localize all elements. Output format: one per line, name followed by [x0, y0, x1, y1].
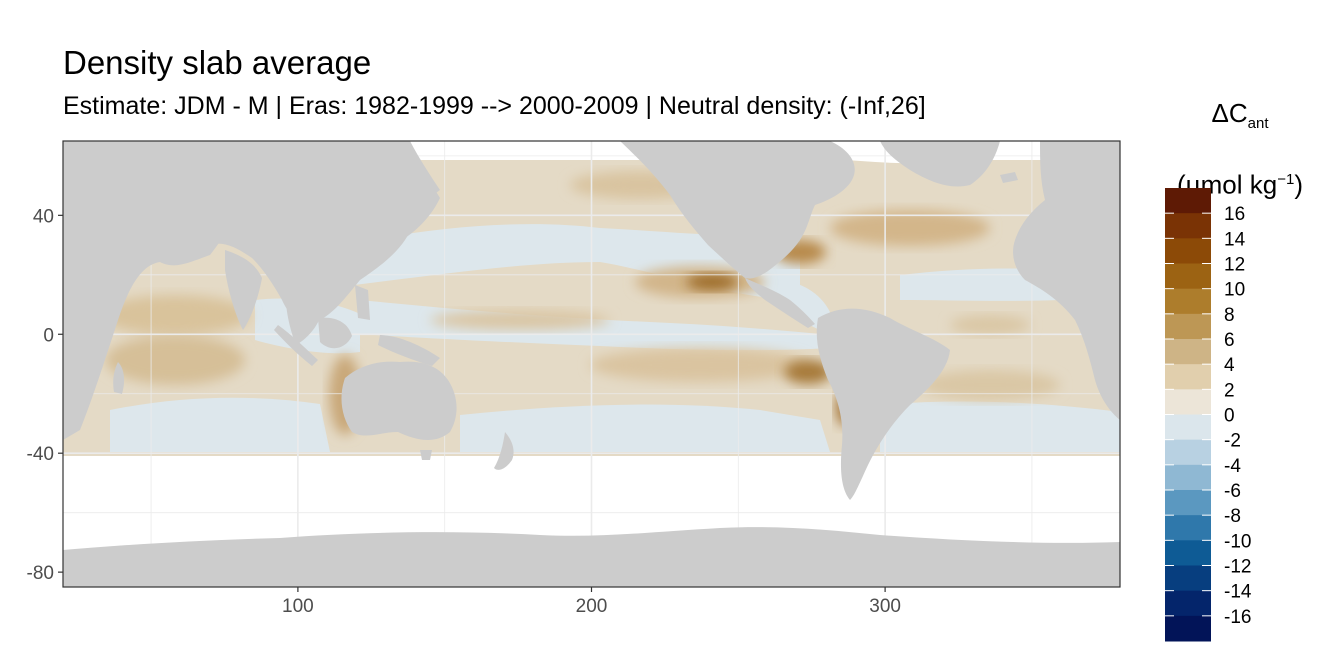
- land-madagascar: [113, 362, 125, 394]
- legend-title-unit: (µmol kg−1): [1177, 169, 1303, 200]
- east-atlantic-warm: [950, 315, 1030, 335]
- colorbar-swatch: [1165, 263, 1211, 290]
- central-america-blue: [780, 280, 830, 330]
- colorbar-swatch: [1165, 540, 1211, 566]
- colorbar-swatch: [1165, 565, 1211, 592]
- land-new-zealand: [494, 432, 514, 470]
- equator-band-warm: [430, 310, 610, 330]
- x-tick-label: 300: [869, 596, 901, 617]
- indian-ocean-warm: [105, 335, 245, 385]
- colorbar-swatch: [1165, 288, 1211, 315]
- colorbar-swatch: [1165, 490, 1211, 516]
- eastern-pacific-core: [686, 274, 738, 290]
- land-iceland: [1000, 172, 1018, 183]
- colorbar-swatch: [1165, 188, 1211, 214]
- colorbar-label: -6: [1224, 481, 1241, 502]
- colorbar-label: 12: [1224, 255, 1245, 276]
- y-tick-label: 0: [43, 325, 54, 346]
- land-africa-east: [63, 141, 255, 440]
- land-new-guinea: [378, 335, 440, 366]
- colorbar-swatch: [1165, 389, 1211, 415]
- land-central-america: [745, 278, 815, 328]
- map-content: [63, 141, 1120, 587]
- colorbar-swatch: [1165, 615, 1211, 642]
- land-sumatra: [274, 325, 318, 366]
- land-antarctica: [63, 527, 1120, 587]
- colorbar-label: 4: [1224, 355, 1235, 376]
- colorbar-label: -8: [1224, 506, 1241, 527]
- colorbar-label: 0: [1224, 406, 1235, 427]
- north-pacific-blue: [330, 224, 800, 300]
- land-india: [225, 250, 262, 330]
- colorbar-label: -16: [1224, 607, 1251, 628]
- chart-subtitle: Estimate: JDM - M | Eras: 1982-1999 --> …: [63, 92, 926, 120]
- south-pacific-warm: [590, 348, 810, 382]
- colorbar-label: 16: [1224, 204, 1245, 225]
- colorbar-label: -2: [1224, 431, 1241, 452]
- colorbar-label: 8: [1224, 305, 1235, 326]
- colorbar-label: 14: [1224, 229, 1246, 250]
- land-south-america: [816, 308, 950, 500]
- land-tasmania: [420, 450, 432, 460]
- peru-warm: [784, 360, 832, 384]
- colorbar-swatch: [1165, 364, 1211, 390]
- south-atlantic-blue: [880, 401, 1120, 452]
- colorbar-swatch: [1165, 313, 1211, 340]
- land-japan: [395, 190, 440, 240]
- x-tick-label: 200: [576, 596, 608, 617]
- colorbar-swatch: [1165, 339, 1211, 365]
- south-atlantic-warm: [920, 370, 1060, 400]
- land-eurasia: [210, 141, 440, 324]
- colorbar-label: -14: [1224, 582, 1252, 603]
- colorbar-label: -4: [1224, 456, 1241, 477]
- land-greenland: [880, 141, 1000, 187]
- legend-title-main: ΔCant: [1211, 98, 1269, 133]
- colorbar-label: 2: [1224, 380, 1235, 401]
- land-indochina: [285, 285, 320, 345]
- land-australia: [341, 361, 457, 440]
- chart-title: Density slab average: [63, 44, 372, 81]
- north-atlantic-warm: [830, 210, 990, 246]
- y-tick-label: -40: [27, 444, 54, 465]
- south-indian-blue: [110, 397, 330, 452]
- colorbar-label: 6: [1224, 330, 1235, 351]
- y-tick-label: 40: [33, 206, 54, 227]
- land-borneo: [318, 317, 352, 349]
- colorbar-label: -10: [1224, 531, 1251, 552]
- colorbar-swatch: [1165, 213, 1211, 239]
- y-tick-label: -80: [27, 563, 54, 584]
- colorbar-swatch: [1165, 238, 1211, 264]
- land: [63, 141, 1120, 587]
- colorbar: 16 14 12 10 8 6 4 2 0 -2 -4 -6 -8 -10 -12 -14 -16: [1165, 188, 1252, 642]
- colorbar-swatch: [1165, 414, 1211, 441]
- legend-title: ΔCant (µmol kg−1): [1160, 86, 1320, 212]
- south-pacific-blue: [460, 404, 830, 452]
- colorbar-label: -12: [1224, 557, 1251, 578]
- land-philippines: [355, 285, 370, 320]
- colorbar-swatch: [1165, 590, 1211, 617]
- x-tick-label: 100: [282, 596, 314, 617]
- colorbar-label: 10: [1224, 280, 1245, 301]
- land-europe-africa-west: [1013, 141, 1120, 420]
- land-north-america: [620, 141, 855, 279]
- colorbar-swatch: [1165, 439, 1211, 466]
- arabian-sea-warm: [100, 295, 250, 335]
- colorbar-swatch: [1165, 464, 1211, 491]
- colorbar-swatch: [1165, 515, 1211, 541]
